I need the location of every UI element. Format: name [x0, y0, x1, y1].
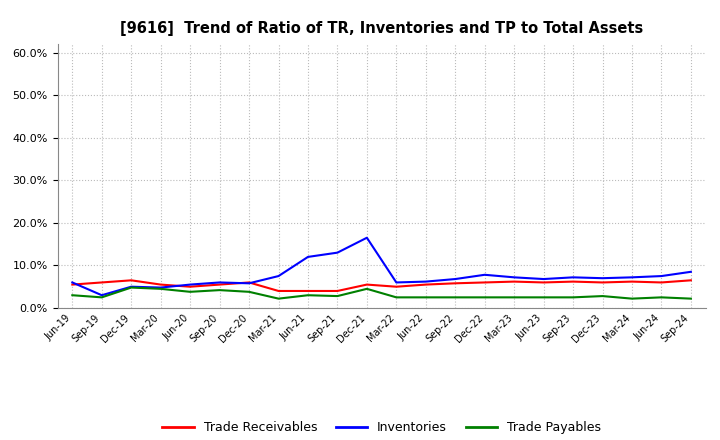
Trade Receivables [215, 282, 224, 287]
Trade Receivables [598, 280, 607, 285]
Trade Receivables [333, 288, 342, 293]
Inventories [215, 280, 224, 285]
Trade Payables [333, 293, 342, 299]
Inventories [392, 280, 400, 285]
Trade Payables [392, 295, 400, 300]
Inventories [156, 285, 165, 290]
Trade Payables [539, 295, 548, 300]
Line: Trade Receivables: Trade Receivables [72, 280, 691, 291]
Inventories [657, 273, 666, 279]
Trade Payables [451, 295, 459, 300]
Trade Receivables [392, 284, 400, 290]
Title: [9616]  Trend of Ratio of TR, Inventories and TP to Total Assets: [9616] Trend of Ratio of TR, Inventories… [120, 21, 643, 36]
Inventories [510, 275, 518, 280]
Inventories [539, 276, 548, 282]
Trade Receivables [97, 280, 106, 285]
Trade Payables [97, 295, 106, 300]
Trade Payables [510, 295, 518, 300]
Legend: Trade Receivables, Inventories, Trade Payables: Trade Receivables, Inventories, Trade Pa… [157, 416, 606, 439]
Inventories [68, 280, 76, 285]
Trade Receivables [156, 282, 165, 287]
Trade Receivables [687, 278, 696, 283]
Trade Receivables [451, 281, 459, 286]
Trade Receivables [274, 288, 283, 293]
Inventories [304, 254, 312, 260]
Inventories [274, 273, 283, 279]
Trade Receivables [628, 279, 636, 284]
Trade Receivables [304, 288, 312, 293]
Inventories [480, 272, 489, 278]
Trade Receivables [186, 284, 194, 290]
Trade Receivables [657, 280, 666, 285]
Trade Payables [304, 293, 312, 298]
Trade Payables [480, 295, 489, 300]
Trade Payables [657, 295, 666, 300]
Trade Receivables [480, 280, 489, 285]
Trade Receivables [539, 280, 548, 285]
Inventories [363, 235, 372, 240]
Trade Payables [628, 296, 636, 301]
Inventories [569, 275, 577, 280]
Inventories [127, 284, 135, 290]
Inventories [687, 269, 696, 275]
Trade Receivables [363, 282, 372, 287]
Trade Payables [569, 295, 577, 300]
Trade Payables [156, 286, 165, 291]
Trade Payables [127, 285, 135, 290]
Inventories [421, 279, 430, 284]
Trade Payables [245, 289, 253, 294]
Trade Payables [215, 287, 224, 293]
Trade Payables [274, 296, 283, 301]
Line: Inventories: Inventories [72, 238, 691, 295]
Trade Payables [687, 296, 696, 301]
Trade Receivables [510, 279, 518, 284]
Trade Receivables [245, 280, 253, 285]
Inventories [451, 276, 459, 282]
Inventories [628, 275, 636, 280]
Trade Payables [186, 289, 194, 294]
Inventories [598, 275, 607, 281]
Trade Payables [421, 295, 430, 300]
Trade Receivables [421, 282, 430, 287]
Inventories [186, 282, 194, 287]
Trade Receivables [569, 279, 577, 284]
Trade Receivables [127, 278, 135, 283]
Trade Payables [363, 286, 372, 291]
Inventories [245, 281, 253, 286]
Trade Receivables [68, 282, 76, 287]
Line: Trade Payables: Trade Payables [72, 288, 691, 299]
Trade Payables [68, 293, 76, 298]
Inventories [97, 293, 106, 298]
Inventories [333, 250, 342, 255]
Trade Payables [598, 293, 607, 299]
